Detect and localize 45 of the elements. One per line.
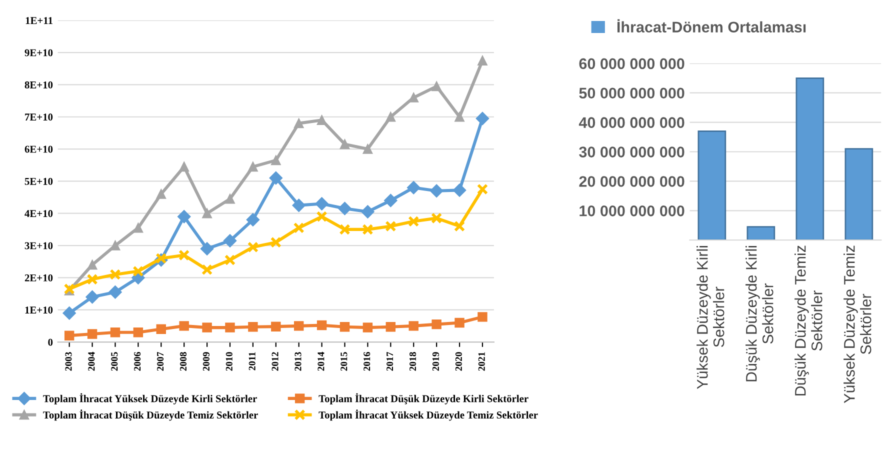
x-tick-label: 2014 bbox=[318, 352, 324, 371]
x-tick-label: 2012 bbox=[272, 352, 278, 371]
legend-label: Toplam İhracat Düşük Düzeyde Temiz Sektörler bbox=[43, 410, 258, 421]
x-tick-label: Düşük Düzeyde Temiz Sektörler bbox=[794, 246, 822, 396]
x-tick-label: 2016 bbox=[364, 352, 370, 371]
x-tick-label: 2021 bbox=[478, 352, 485, 371]
x-tick-label: Düşük Düzeyde Kirli Sektörler bbox=[746, 246, 774, 382]
y-tick-label: 7E+10 bbox=[25, 114, 53, 121]
x-tick-label: 2018 bbox=[409, 352, 416, 371]
y-tick-label: 20 000 000 000 bbox=[579, 176, 684, 187]
legend-label: Toplam İhracat Yüksek Düzeyde Temiz Sektörler bbox=[318, 410, 538, 421]
x-tick-label: 2011 bbox=[248, 352, 256, 370]
y-tick-label: 8E+10 bbox=[24, 81, 53, 88]
y-tick-label: 0 bbox=[48, 338, 53, 346]
x-tick-label: 2004 bbox=[88, 352, 95, 371]
x-tick-label: 2007 bbox=[157, 352, 164, 371]
y-tick-label: 6E+10 bbox=[24, 146, 53, 153]
y-tick-label: 9E+10 bbox=[24, 49, 53, 56]
legend-label: İhracat-Dönem Ortalaması bbox=[617, 19, 806, 33]
y-tick-label: 60 000 000 000 bbox=[579, 58, 684, 70]
x-tick-label: 2017 bbox=[386, 352, 394, 371]
x-tick-label: 2013 bbox=[294, 352, 302, 371]
x-tick-label: 2006 bbox=[134, 352, 141, 371]
x-tick-label: Yüksek Düzeyde Temiz Sektörler bbox=[844, 246, 872, 404]
x-tick-label: 2020 bbox=[455, 352, 462, 371]
legend-label: Toplam İhracat Düşük Düzeyde Kirli Sektörler bbox=[318, 393, 528, 404]
x-tick-label: Yüksek Düzeyde Kirli Sektörler bbox=[696, 246, 724, 389]
y-tick-label: 4E+10 bbox=[24, 210, 53, 218]
x-tick-label: 2015 bbox=[340, 352, 348, 371]
y-tick-label: 30 000 000 000 bbox=[579, 146, 684, 158]
y-tick-label: 40 000 000 000 bbox=[578, 117, 684, 128]
y-tick-label: 3E+10 bbox=[24, 242, 53, 250]
x-tick-label: 2009 bbox=[202, 352, 210, 371]
x-tick-label: 2005 bbox=[111, 352, 118, 371]
y-tick-label: 50 000 000 000 bbox=[579, 88, 684, 99]
y-tick-label: 2E+10 bbox=[24, 274, 53, 282]
y-tick-label: 1E+11 bbox=[26, 17, 52, 24]
legend-label: Toplam İhracat Yüksek Düzeyde Kirli Sektörler bbox=[43, 393, 257, 404]
y-tick-label: 1E+10 bbox=[25, 306, 53, 314]
x-tick-label: 2010 bbox=[226, 352, 232, 371]
x-tick-label: 2003 bbox=[65, 352, 72, 371]
y-tick-label: 10 000 000 000 bbox=[580, 206, 684, 216]
y-tick-label: 5E+10 bbox=[24, 178, 53, 185]
x-tick-label: 2019 bbox=[432, 352, 439, 371]
x-tick-label: 2008 bbox=[180, 352, 187, 371]
